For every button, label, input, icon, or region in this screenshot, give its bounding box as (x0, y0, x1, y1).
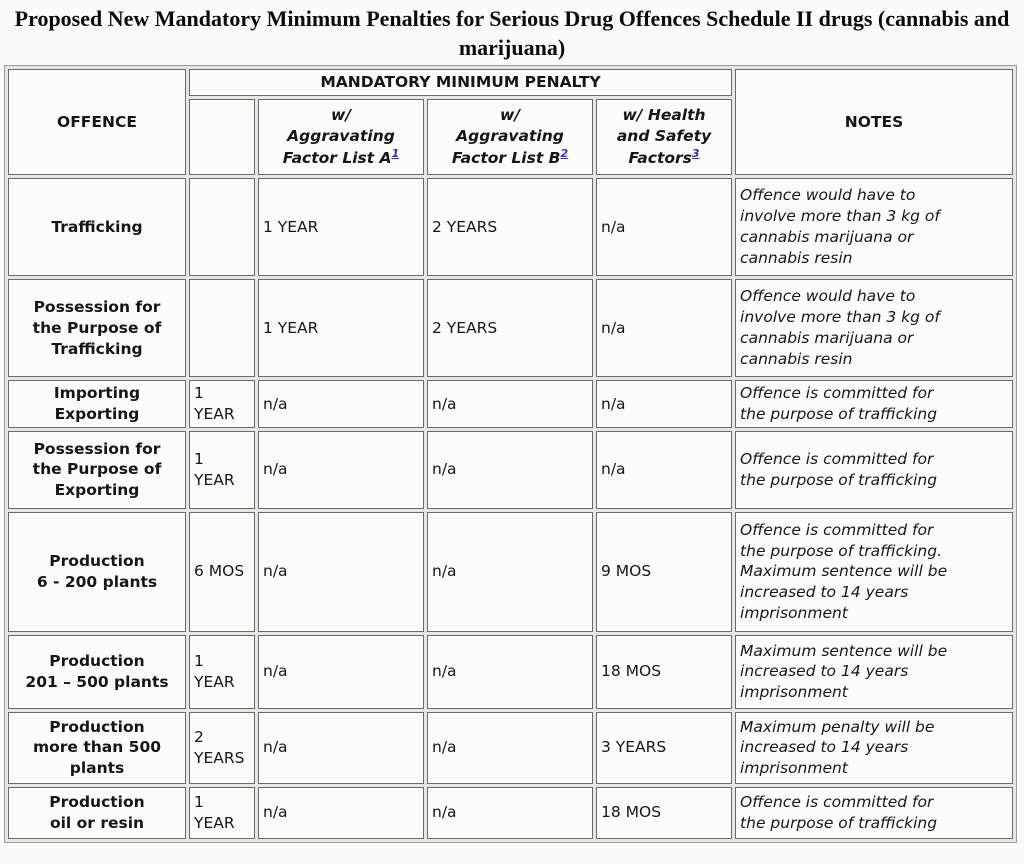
notes-cell: Offence is committed for the purpose of … (735, 380, 1014, 428)
notes-cell: Maximum penalty will be increased to 14 … (735, 711, 1014, 784)
health-penalty-cell: n/a (596, 430, 733, 509)
list-b-penalty-cell: 2 YEARS (427, 178, 593, 277)
list-a-penalty-cell: n/a (258, 380, 424, 428)
header-row-group: OFFENCE MANDATORY MINIMUM PENALTY NOTES (8, 69, 1014, 176)
table-row: Importing Exporting 1 YEAR n/a n/a n/a O… (8, 380, 1014, 428)
list-b-penalty-cell: n/a (427, 511, 593, 632)
table-row: Possession for the Purpose of Traffickin… (8, 279, 1014, 378)
offence-cell: Production more than 500 plants (8, 711, 186, 784)
list-a-penalty-cell: n/a (258, 711, 424, 784)
factor-list-b-label: w/ Aggravating Factor List B (451, 106, 564, 168)
list-a-penalty-cell: n/a (258, 511, 424, 632)
list-b-penalty-cell: n/a (427, 786, 593, 839)
header-row-sub: w/ Aggravating Factor List A1 w/ Aggrava… (8, 99, 1013, 176)
health-penalty-cell: 18 MOS (596, 634, 733, 709)
health-penalty-cell: 18 MOS (596, 786, 733, 839)
column-header-factor-list-a: w/ Aggravating Factor List A1 (258, 99, 424, 176)
table-row: Production oil or resin 1 YEAR n/a n/a 1… (8, 786, 1014, 839)
table-row: Possession for the Purpose of Exporting … (8, 430, 1014, 509)
base-penalty-cell: 1 YEAR (189, 430, 255, 509)
notes-cell: Offence is committed for the purpose of … (735, 786, 1014, 839)
health-penalty-cell: n/a (596, 178, 733, 277)
health-penalty-cell: 9 MOS (596, 511, 733, 632)
list-a-penalty-cell: 1 YEAR (258, 178, 424, 277)
penalties-table: OFFENCE MANDATORY MINIMUM PENALTY NOTES … (4, 65, 1018, 843)
base-penalty-cell (189, 178, 255, 277)
column-header-base-penalty (189, 99, 255, 176)
notes-cell: Maximum sentence will be increased to 14… (735, 634, 1014, 709)
offence-cell: Importing Exporting (8, 380, 186, 428)
table-row: Trafficking 1 YEAR 2 YEARS n/a Offence w… (8, 178, 1014, 277)
column-header-factor-list-b: w/ Aggravating Factor List B2 (427, 99, 593, 176)
offence-cell: Production 201 – 500 plants (8, 634, 186, 709)
list-b-penalty-cell: n/a (427, 711, 593, 784)
list-a-penalty-cell: n/a (258, 634, 424, 709)
base-penalty-cell: 1 YEAR (189, 380, 255, 428)
offence-cell: Production 6 - 200 plants (8, 511, 186, 632)
list-b-penalty-cell: n/a (427, 380, 593, 428)
health-penalty-cell: n/a (596, 380, 733, 428)
notes-cell: Offence is committed for the purpose of … (735, 511, 1014, 632)
list-a-penalty-cell: n/a (258, 786, 424, 839)
list-b-penalty-cell: 2 YEARS (427, 279, 593, 378)
base-penalty-cell: 6 MOS (189, 511, 255, 632)
list-a-penalty-cell: n/a (258, 430, 424, 509)
footnote-2-link[interactable]: 2 (560, 146, 569, 160)
notes-cell: Offence would have to involve more than … (735, 279, 1014, 378)
factor-list-a-label: w/ Aggravating Factor List A (282, 106, 395, 168)
offence-cell: Possession for the Purpose of Exporting (8, 430, 186, 509)
health-safety-label: w/ Health and Safety Factors (616, 106, 712, 168)
column-header-offence: OFFENCE (8, 69, 186, 176)
list-b-penalty-cell: n/a (427, 634, 593, 709)
base-penalty-cell: 1 YEAR (189, 786, 255, 839)
base-penalty-cell (189, 279, 255, 378)
list-b-penalty-cell: n/a (427, 430, 593, 509)
column-header-notes: NOTES (735, 69, 1014, 176)
table-row: Production 6 - 200 plants 6 MOS n/a n/a … (8, 511, 1014, 632)
page-title: Proposed New Mandatory Minimum Penalties… (14, 6, 1010, 60)
offence-cell: Trafficking (8, 178, 186, 277)
health-penalty-cell: 3 YEARS (596, 711, 733, 784)
table-row: Production 201 – 500 plants 1 YEAR n/a n… (8, 634, 1014, 709)
footnote-3-link[interactable]: 3 (691, 146, 700, 160)
table-row: Production more than 500 plants 2 YEARS … (8, 711, 1014, 784)
health-penalty-cell: n/a (596, 279, 733, 378)
base-penalty-cell: 1 YEAR (189, 634, 255, 709)
column-header-health-safety: w/ Health and Safety Factors3 (596, 99, 733, 176)
offence-cell: Possession for the Purpose of Traffickin… (8, 279, 186, 378)
base-penalty-cell: 2 YEARS (189, 711, 255, 784)
notes-cell: Offence is committed for the purpose of … (735, 430, 1014, 509)
list-a-penalty-cell: 1 YEAR (258, 279, 424, 378)
notes-cell: Offence would have to involve more than … (735, 178, 1014, 277)
footnote-1-link[interactable]: 1 (391, 146, 400, 160)
offence-cell: Production oil or resin (8, 786, 186, 839)
column-header-penalty-group: MANDATORY MINIMUM PENALTY (189, 69, 733, 97)
